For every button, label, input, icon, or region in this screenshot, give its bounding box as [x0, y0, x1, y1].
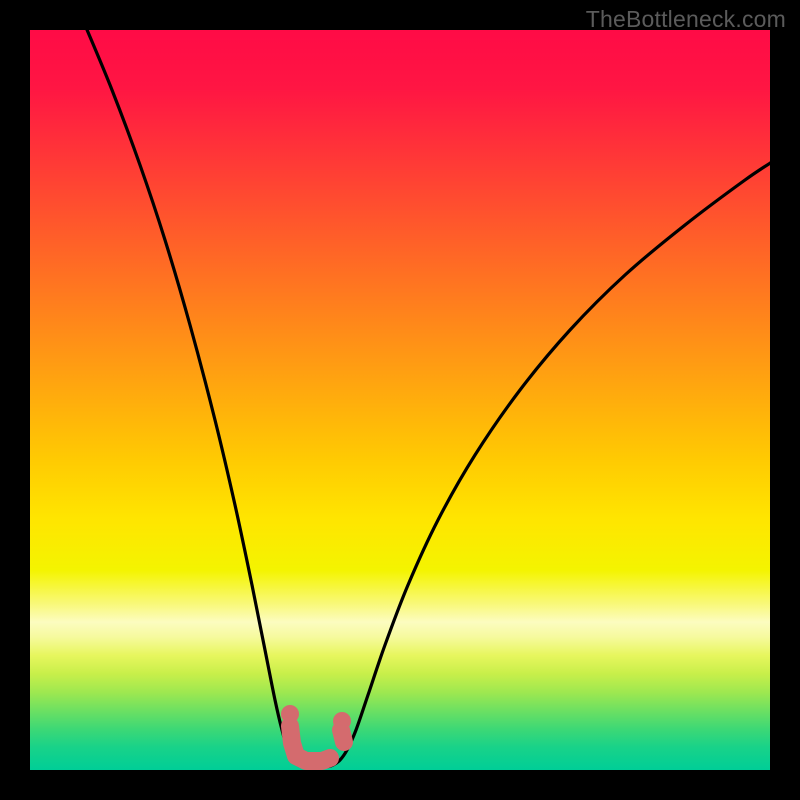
- plot-area: [30, 30, 770, 770]
- watermark-text: TheBottleneck.com: [586, 6, 786, 33]
- bottleneck-curve: [30, 30, 770, 770]
